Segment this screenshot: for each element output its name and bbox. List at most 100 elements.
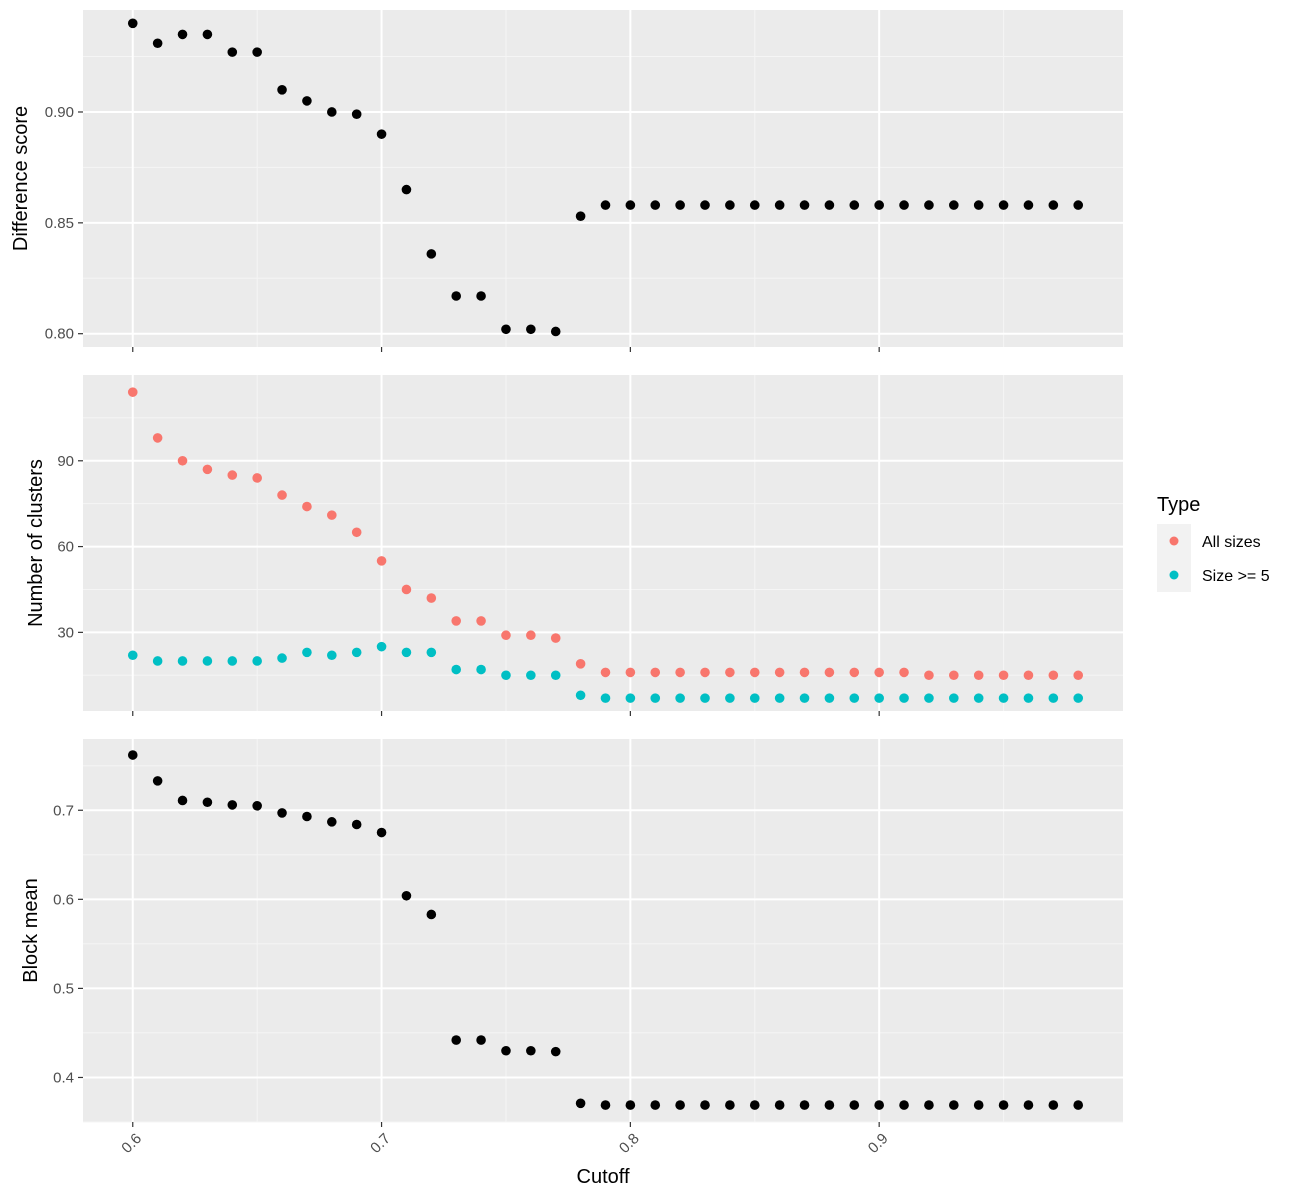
data-point-bottom-s0 — [949, 1100, 959, 1110]
panel-bottom: 0.4 0.5 0.6 0.7 0.6 0.7 0.8 0.9 Block mean — [20, 739, 1123, 1157]
data-point-middle-s1 — [725, 693, 735, 703]
data-point-middle-s1 — [277, 653, 287, 663]
data-point-middle-s1 — [451, 664, 462, 675]
data-point-middle-s0 — [774, 667, 785, 678]
data-point-top-s0 — [550, 326, 561, 337]
legend-label-all-sizes: All sizes — [1202, 534, 1261, 551]
data-point-middle-s0 — [874, 667, 884, 678]
y-axis-title: Difference score — [10, 106, 32, 251]
data-point-middle-s0 — [327, 510, 337, 520]
data-point-middle-s1 — [874, 693, 884, 703]
data-point-bottom-s0 — [277, 808, 287, 818]
data-point-bottom-s0 — [650, 1100, 661, 1110]
data-point-middle-s1 — [152, 656, 163, 666]
data-point-top-s0 — [202, 29, 213, 40]
data-point-bottom-s0 — [177, 795, 188, 806]
data-point-middle-s0 — [501, 630, 511, 641]
data-point-middle-s0 — [924, 670, 934, 681]
y-tick-label: 0.90 — [45, 104, 74, 121]
data-point-top-s0 — [600, 200, 611, 210]
data-point-top-s0 — [376, 129, 387, 139]
data-point-middle-s0 — [700, 667, 710, 678]
data-point-bottom-s0 — [973, 1100, 984, 1110]
data-point-middle-s1 — [1023, 693, 1034, 703]
panel-background — [83, 10, 1123, 347]
data-point-middle-s1 — [401, 647, 412, 658]
legend-marker-size-ge5 — [1169, 570, 1179, 580]
data-point-top-s0 — [774, 200, 785, 210]
data-point-bottom-s0 — [700, 1100, 710, 1110]
y-axis-title: Number of clusters — [25, 459, 47, 627]
data-point-top-s0 — [252, 47, 262, 57]
data-point-bottom-s0 — [799, 1100, 810, 1110]
data-point-top-s0 — [949, 200, 959, 210]
data-point-middle-s0 — [600, 667, 611, 678]
data-point-middle-s1 — [526, 670, 536, 681]
data-point-middle-s1 — [849, 693, 860, 703]
data-point-middle-s1 — [675, 693, 685, 703]
data-point-bottom-s0 — [824, 1100, 835, 1110]
y-axis-title: Block mean — [20, 878, 42, 983]
data-point-top-s0 — [973, 200, 984, 210]
data-point-middle-s1 — [327, 650, 337, 661]
data-point-top-s0 — [277, 85, 287, 95]
data-point-bottom-s0 — [227, 800, 238, 810]
data-point-middle-s0 — [824, 667, 835, 678]
data-point-middle-s1 — [227, 656, 238, 666]
data-point-bottom-s0 — [600, 1100, 611, 1110]
data-point-middle-s1 — [998, 693, 1009, 703]
data-point-middle-s0 — [799, 667, 810, 678]
data-point-bottom-s0 — [376, 827, 387, 838]
data-point-middle-s0 — [625, 667, 636, 678]
data-point-top-s0 — [625, 200, 636, 210]
data-point-middle-s0 — [1048, 670, 1059, 681]
data-point-middle-s0 — [127, 387, 138, 397]
x-tick-label: 0.7 — [367, 1130, 394, 1157]
data-point-middle-s1 — [501, 670, 511, 681]
data-point-middle-s0 — [202, 464, 213, 475]
y-tick-label: 0.5 — [53, 980, 74, 997]
data-point-middle-s1 — [252, 656, 262, 666]
data-point-middle-s1 — [973, 693, 984, 703]
data-point-bottom-s0 — [749, 1100, 760, 1110]
data-point-middle-s1 — [127, 650, 138, 661]
chart-panels: 0.80 0.85 0.90 Difference score 30 60 90 Number… — [10, 10, 1123, 1157]
data-point-middle-s1 — [476, 664, 486, 675]
data-point-bottom-s0 — [575, 1098, 586, 1109]
data-point-middle-s1 — [177, 656, 188, 666]
data-point-top-s0 — [998, 200, 1009, 210]
data-point-middle-s1 — [351, 647, 362, 658]
data-point-middle-s1 — [949, 693, 959, 703]
data-point-middle-s1 — [1073, 693, 1084, 703]
data-point-middle-s0 — [899, 667, 909, 678]
data-point-middle-s0 — [401, 584, 412, 595]
data-point-top-s0 — [675, 200, 685, 210]
y-tick-label: 0.85 — [45, 215, 74, 232]
data-point-middle-s0 — [949, 670, 959, 681]
data-point-top-s0 — [451, 291, 462, 301]
y-tick-label: 60 — [57, 539, 74, 556]
data-point-bottom-s0 — [327, 817, 337, 827]
data-point-middle-s0 — [277, 490, 287, 500]
data-point-middle-s0 — [451, 616, 462, 626]
data-point-bottom-s0 — [849, 1100, 860, 1110]
data-point-top-s0 — [227, 47, 238, 57]
y-tick-label: 0.6 — [53, 891, 74, 908]
data-point-top-s0 — [849, 200, 860, 210]
y-tick-label: 90 — [57, 453, 74, 470]
data-point-bottom-s0 — [874, 1100, 884, 1110]
data-point-top-s0 — [426, 249, 437, 259]
data-point-middle-s0 — [426, 593, 437, 603]
data-point-bottom-s0 — [1073, 1100, 1084, 1110]
data-point-middle-s1 — [924, 693, 934, 703]
data-point-middle-s1 — [575, 690, 586, 701]
data-point-top-s0 — [575, 211, 586, 221]
data-point-top-s0 — [725, 200, 735, 210]
data-point-middle-s0 — [1023, 670, 1034, 681]
legend-title: Type — [1157, 494, 1200, 516]
legend-label-size-ge5: Size >= 5 — [1202, 568, 1270, 585]
data-point-middle-s1 — [824, 693, 835, 703]
data-point-middle-s0 — [650, 667, 661, 678]
data-point-bottom-s0 — [401, 890, 412, 901]
